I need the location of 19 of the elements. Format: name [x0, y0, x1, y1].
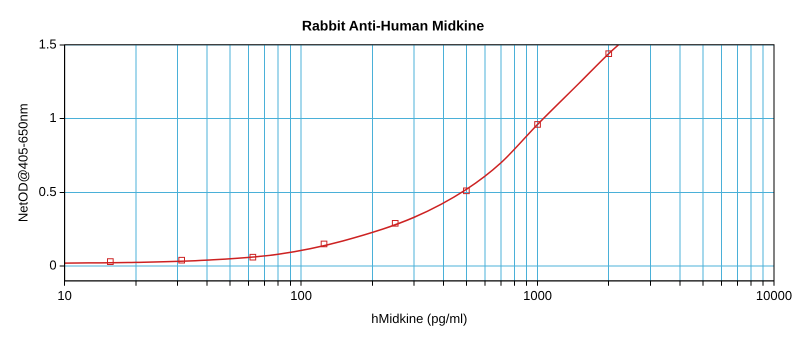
y-tick-label: 1 [49, 110, 57, 126]
point [463, 187, 470, 194]
y-axis-title: NetOD@405-650nm [15, 103, 30, 222]
chart-title: Rabbit Anti-Human Midkine [302, 17, 484, 34]
point [605, 50, 612, 57]
point [250, 254, 256, 261]
point [392, 220, 399, 227]
x-tick-label: 1000 [523, 288, 552, 304]
y-tick-label: 0.5 [38, 184, 57, 199]
point [107, 258, 114, 265]
y-tick-label: 0 [49, 258, 57, 273]
point [320, 240, 328, 248]
x-tick-label: 10 [57, 288, 72, 304]
x-tick-label: 10000 [756, 288, 792, 304]
x-axis-title: hMidkine (pg/ml) [371, 310, 468, 326]
x-tick-label: 100 [290, 288, 312, 304]
point [534, 121, 541, 128]
y-tick-label: 1.5 [38, 36, 57, 52]
point [178, 256, 186, 264]
